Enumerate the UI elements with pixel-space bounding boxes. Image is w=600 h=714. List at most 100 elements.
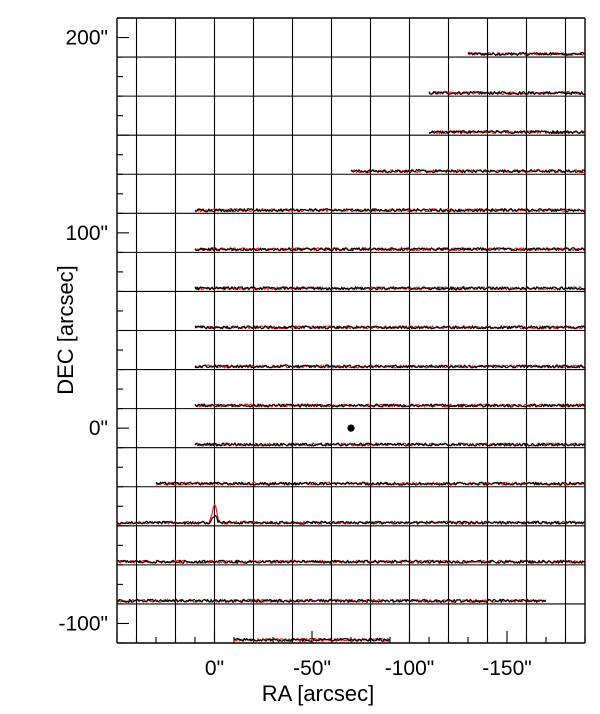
spectrum-black-line (389, 208, 430, 213)
x-tick-label: 0" (205, 657, 224, 680)
spectra (116, 51, 586, 642)
spectrum-black-line (233, 364, 274, 369)
spectrum-black-line (116, 598, 157, 603)
spectrum-black-line (389, 286, 430, 291)
spectrum-black-line (506, 169, 547, 174)
spectrum-black-line (272, 286, 313, 291)
spectrum-black-line (350, 286, 391, 291)
spectrum-black-line (233, 325, 274, 330)
spectrum-black-line (194, 598, 235, 603)
ticks (116, 17, 586, 644)
spectrum-black-line (545, 208, 586, 213)
y-tick-label: -100" (59, 612, 109, 635)
spectrum-black-line (116, 520, 157, 525)
spectrum-black-line (272, 403, 313, 408)
spectrum-black-line (272, 598, 313, 603)
spectrum-black-line (233, 286, 274, 291)
spectrum-black-line (389, 403, 430, 408)
spectrum-black-line (507, 247, 547, 252)
x-tick-label: -100" (385, 657, 435, 680)
spectrum-black-line (350, 637, 391, 642)
spectrum-black-line (194, 442, 235, 447)
spectrum-black-line (428, 286, 469, 291)
spectrum-black-line (350, 325, 391, 330)
spectrum-black-line (467, 520, 508, 525)
spectrum-black-line (467, 247, 508, 252)
spectrum-black-line (467, 403, 508, 408)
spectrum-black-line (194, 325, 235, 330)
spectrum-black-line (506, 403, 547, 408)
spectrum-black-line (311, 442, 352, 447)
spectrum-black-line (194, 364, 235, 369)
spectrum-black-line (272, 520, 313, 525)
spectrum-black-line (467, 51, 508, 56)
spectrum-black-line (428, 520, 469, 525)
spectrum-black-line (467, 598, 508, 603)
spectrum-black-line (350, 247, 391, 252)
spectrum-black-line (545, 51, 586, 56)
spectrum-black-line (545, 286, 586, 291)
spectrum-black-line (506, 286, 547, 291)
spectrum-black-line (272, 559, 313, 564)
spectrum-black-line (311, 403, 352, 408)
spectrum-black-line (350, 559, 391, 564)
spectrum-black-line (545, 442, 586, 447)
spectrum-black-line (312, 637, 352, 642)
spectrum-black-line (428, 91, 469, 95)
spectrum-black-line (272, 481, 313, 486)
spectrum-black-line (350, 403, 391, 408)
spectrum-black-line (428, 169, 469, 174)
spectrum-black-line (545, 91, 586, 96)
spectrum-black-line (389, 442, 430, 447)
spectrum-black-line (428, 325, 469, 330)
spectrum-red-line (194, 403, 235, 408)
spectrum-black-line (389, 598, 430, 603)
spectrum-red-line (389, 364, 430, 369)
spectrum-black-line (506, 91, 547, 95)
spectrum-black-line (272, 208, 312, 213)
spectrum-black-line (467, 90, 508, 96)
grid (117, 17, 585, 643)
spectrum-black-line (194, 403, 235, 408)
spectrum-black-line (272, 638, 313, 642)
spectrum-black-line (194, 208, 235, 213)
spectrum-black-line (428, 247, 469, 252)
spectrum-black-line (428, 364, 469, 369)
spectrum-red-line (506, 364, 547, 369)
spectrum-black-line (428, 403, 469, 408)
spectrum-black-line (467, 559, 508, 564)
spectrum-black-line (194, 247, 235, 252)
spectrum-black-line (507, 208, 547, 213)
spectrum-black-line (311, 520, 352, 525)
spectrum-black-line (467, 169, 508, 174)
spectrum-black-line (350, 169, 391, 174)
spectrum-black-line (467, 442, 508, 447)
spectrum-red-line (545, 247, 586, 252)
spectrum-black-line (428, 598, 469, 603)
spectrum-black-line (467, 286, 508, 291)
spectrum-black-line (428, 130, 468, 135)
spectrum-black-line (506, 559, 547, 564)
spectrum-black-line (545, 559, 586, 564)
spectrum-black-line (350, 442, 391, 447)
spectrum-black-line (389, 325, 429, 330)
spectrum-black-line (311, 325, 352, 330)
spectrum-black-line (155, 559, 196, 564)
y-tick-label: 100" (66, 222, 109, 245)
spectrum-black-line (506, 325, 547, 330)
spectrum-black-line (311, 364, 352, 369)
spectrum-black-line (506, 130, 547, 135)
spectrum-black-line (545, 520, 586, 525)
spectrum-black-line (233, 481, 274, 486)
spectrum-black-line (428, 481, 469, 486)
spectrum-black-line (506, 481, 547, 486)
spectrum-black-line (428, 208, 469, 213)
spectrum-black-line (545, 169, 586, 174)
reference-position-marker (347, 424, 355, 432)
spectrum-black-line (506, 51, 547, 56)
spectrum-black-line (506, 520, 547, 525)
spectrum-red-line (311, 637, 352, 642)
spectrum-black-line (545, 247, 586, 252)
spectrum-black-line (233, 559, 274, 564)
spectrum-black-line (272, 325, 313, 330)
